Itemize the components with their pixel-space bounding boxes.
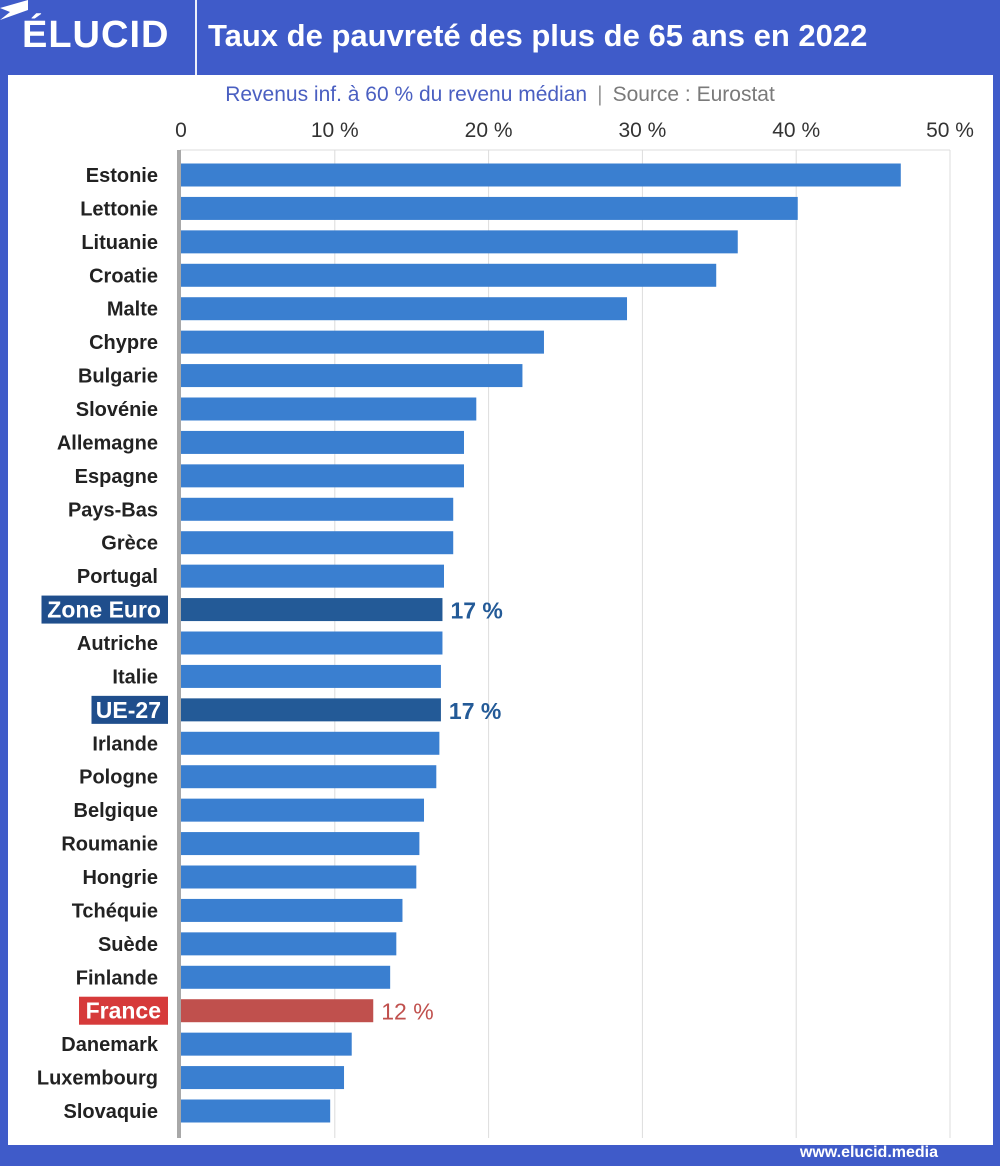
bar [181,163,901,187]
bar [181,330,544,354]
category-label: Lettonie [80,198,158,220]
category-label: Espagne [75,466,158,488]
bar [181,932,397,956]
bar [181,731,440,755]
bar [181,564,444,588]
category-label: Autriche [77,633,158,655]
bar [181,364,523,388]
bar [181,497,454,521]
bar [181,230,738,254]
category-label-box [79,996,168,1025]
x-tick-label: 20 % [465,119,513,142]
bar [181,832,420,856]
category-label: Irlande [92,733,158,755]
bar [181,798,425,822]
bar [181,898,403,922]
y-axis [177,150,181,1138]
x-tick-label: 0 [175,119,187,142]
header: ÉLUCID Taux de pauvreté des plus de 65 a… [0,0,1000,75]
bar [181,598,443,622]
subtitle-text: Revenus inf. à 60 % du revenu médian [225,83,588,106]
x-tick-label: 50 % [926,119,974,142]
category-label: Pologne [79,767,158,789]
category-label: Portugal [77,566,158,588]
bar [181,464,464,488]
bar [181,631,443,655]
footer-url[interactable]: www.elucid.media [799,1144,938,1161]
bar [181,531,454,555]
bar [181,1099,331,1123]
category-label: UE-27 [96,697,161,723]
data-label: 17 % [450,598,502,624]
bar [181,196,798,220]
chart-subtitle: Revenus inf. à 60 % du revenu médian | Sou… [0,83,1000,107]
category-label: Lituanie [81,232,158,254]
category-label: Luxembourg [37,1068,158,1090]
bar [181,865,417,889]
bar [181,430,464,454]
category-label: Croatie [89,265,158,287]
category-label: Slovénie [76,399,158,421]
x-tick-label: 30 % [618,119,666,142]
category-label: Slovaquie [64,1101,158,1123]
category-label: Belgique [74,800,158,822]
category-label: Pays-Bas [68,499,158,521]
category-label: Estonie [86,165,158,187]
bar [181,397,477,421]
category-label-box [41,595,168,624]
category-label: Hongrie [82,867,158,889]
category-label: France [86,998,161,1024]
bar [181,698,441,722]
category-label: Italie [112,666,158,688]
bar [181,297,628,321]
elucid-logo: ÉLUCID [22,14,170,56]
bar [181,1066,345,1090]
bar [181,664,441,688]
category-label: Danemark [61,1034,159,1056]
category-label-box [91,695,168,724]
chart-title: Taux de pauvreté des plus de 65 ans en 2… [208,18,868,53]
data-label: 12 % [381,999,433,1025]
bar [181,965,391,989]
bar [181,1032,352,1056]
header-divider [195,0,197,75]
category-label: Bulgarie [78,366,158,388]
category-label: Chypre [89,332,158,354]
bar [181,765,437,789]
category-label: Tchéquie [72,900,158,922]
category-label: Roumanie [61,834,158,856]
category-label: Zone Euro [47,597,161,623]
source-text: Source : Eurostat [612,83,775,106]
separator: | [597,83,603,106]
category-label: Allemagne [57,432,158,454]
category-label: Grèce [101,533,158,555]
category-label: Suède [98,934,158,956]
x-tick-label: 40 % [772,119,820,142]
category-label: Malte [107,299,158,321]
category-label: Finlande [76,967,158,989]
elucid-flag-icon [0,0,28,20]
x-tick-label: 10 % [311,119,359,142]
data-label: 17 % [449,698,501,724]
bar [181,263,717,287]
bar [181,999,374,1023]
